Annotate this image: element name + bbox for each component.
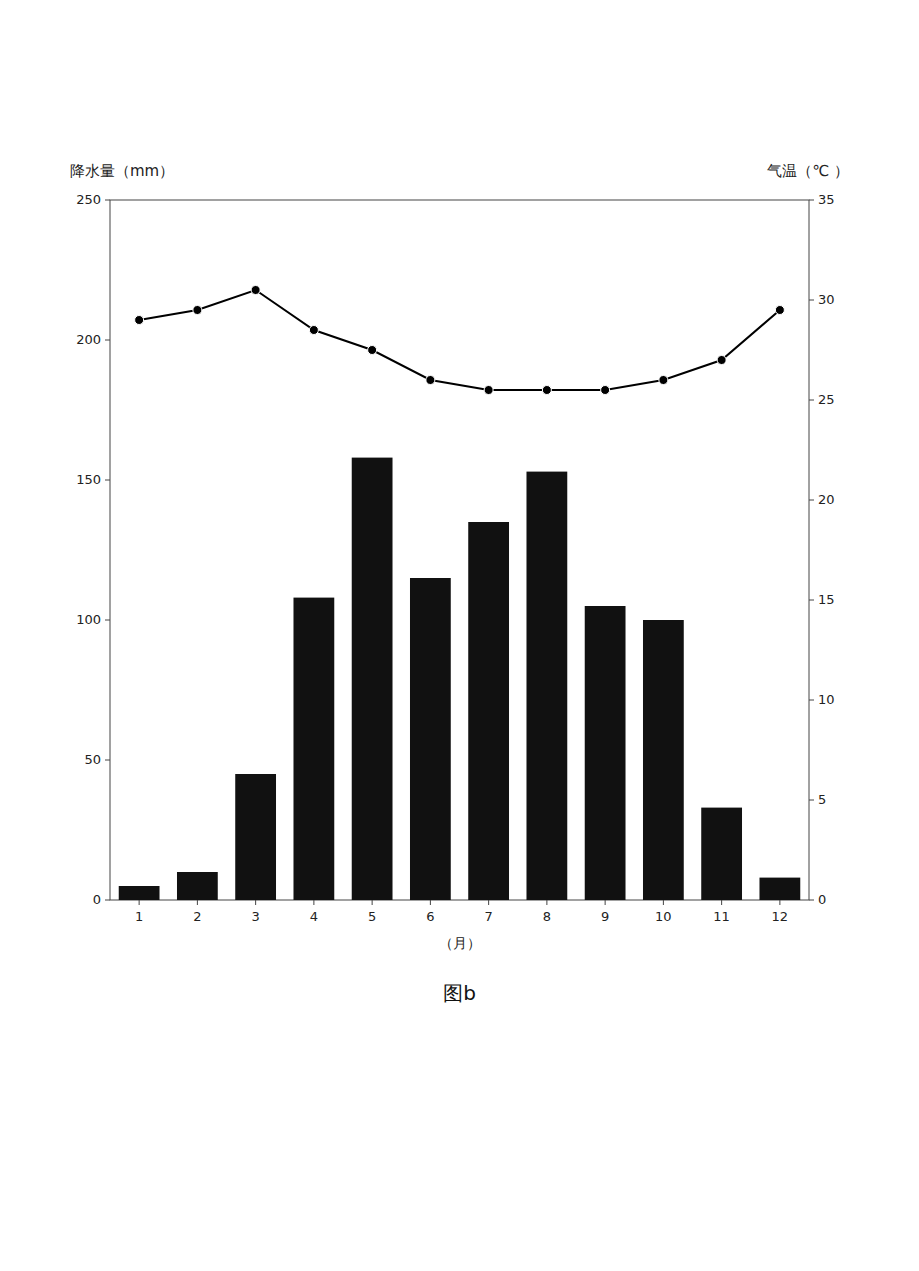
y-tick [105, 480, 110, 481]
bar [293, 598, 334, 900]
line [139, 290, 780, 390]
y2-tick [809, 400, 814, 401]
x-tick-label: 8 [543, 909, 551, 924]
x-tick-label: 11 [713, 909, 730, 924]
bar [177, 872, 218, 900]
x-tick [197, 900, 198, 905]
y2-tick [809, 800, 814, 801]
plot-frame [110, 200, 809, 900]
x-tick-label: 1 [135, 909, 143, 924]
x-tick-label: 10 [655, 909, 672, 924]
y2-tick-label: 15 [818, 592, 835, 607]
bar [352, 458, 393, 900]
bar [585, 606, 626, 900]
y-tick-label: 150 [76, 472, 101, 487]
y2-tick [809, 600, 814, 601]
x-tick [488, 900, 489, 905]
y-axis-label: 降水量（mm） [70, 162, 174, 180]
y2-tick-label: 5 [818, 792, 826, 807]
y-tick-label: 100 [76, 612, 101, 627]
x-tick-label: 3 [251, 909, 259, 924]
y-tick-label: 0 [93, 892, 101, 907]
bar [759, 878, 800, 900]
line-marker [775, 306, 784, 315]
y2-tick-label: 10 [818, 692, 835, 707]
y-tick-label: 50 [84, 752, 101, 767]
line-marker [309, 326, 318, 335]
x-tick [546, 900, 547, 905]
y-tick-label: 200 [76, 332, 101, 347]
chart-title: 图b [443, 981, 476, 1005]
x-tick [372, 900, 373, 905]
x-axis-label: （月） [439, 935, 481, 951]
x-tick-label: 4 [310, 909, 318, 924]
y-tick [105, 760, 110, 761]
x-tick [605, 900, 606, 905]
bar [468, 522, 509, 900]
x-tick [313, 900, 314, 905]
y2-tick-label: 0 [818, 892, 826, 907]
x-tick-label: 12 [772, 909, 789, 924]
y-tick [105, 900, 110, 901]
chart-svg: 0501001502002500510152025303512345678910… [0, 0, 919, 1271]
x-tick-label: 5 [368, 909, 376, 924]
y-tick-label: 250 [76, 192, 101, 207]
background [0, 0, 919, 1271]
bar [701, 808, 742, 900]
y2-tick [809, 700, 814, 701]
line-marker [659, 376, 668, 385]
y2-tick [809, 900, 814, 901]
x-tick [721, 900, 722, 905]
line-marker [542, 386, 551, 395]
y2-tick-label: 20 [818, 492, 835, 507]
bar [235, 774, 276, 900]
line-marker [368, 346, 377, 355]
x-tick-label: 2 [193, 909, 201, 924]
line-marker [601, 386, 610, 395]
x-tick [430, 900, 431, 905]
line-marker [717, 356, 726, 365]
x-tick-label: 6 [426, 909, 434, 924]
bar [643, 620, 684, 900]
x-tick-label: 9 [601, 909, 609, 924]
line-marker [426, 376, 435, 385]
y2-axis-label: 气温（℃ ） [767, 162, 849, 180]
y-tick [105, 620, 110, 621]
line-marker [251, 286, 260, 295]
y2-tick [809, 300, 814, 301]
y2-tick-label: 25 [818, 392, 835, 407]
x-tick [779, 900, 780, 905]
line-marker [193, 306, 202, 315]
x-tick [663, 900, 664, 905]
x-tick [139, 900, 140, 905]
y2-tick-label: 30 [818, 292, 835, 307]
bar [526, 472, 567, 900]
bar [410, 578, 451, 900]
x-tick [255, 900, 256, 905]
bar [119, 886, 160, 900]
x-tick-label: 7 [484, 909, 492, 924]
line-marker [135, 316, 144, 325]
line-marker [484, 386, 493, 395]
y-tick [105, 200, 110, 201]
y-tick [105, 340, 110, 341]
y2-tick-label: 35 [818, 192, 835, 207]
y2-tick [809, 500, 814, 501]
y2-tick [809, 200, 814, 201]
marks [119, 286, 801, 901]
